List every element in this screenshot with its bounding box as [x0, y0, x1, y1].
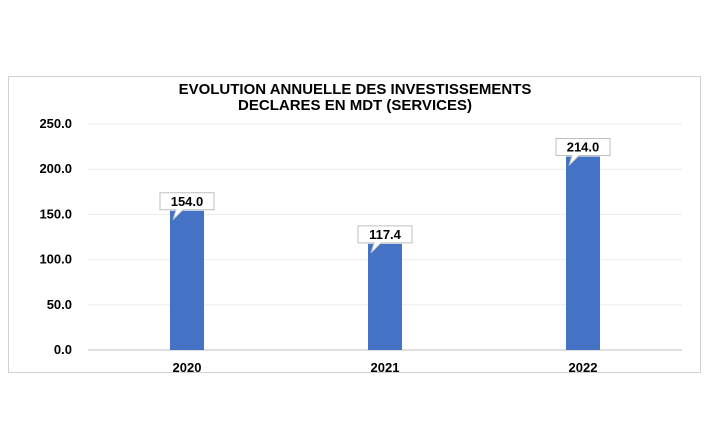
bar-2021 — [368, 243, 402, 350]
x-tick-label: 2020 — [173, 360, 202, 375]
bar-2020 — [170, 210, 204, 350]
y-tick-label: 150.0 — [39, 206, 72, 221]
data-label-box — [357, 225, 413, 254]
y-tick-label: 250.0 — [39, 116, 72, 131]
data-label-callout: 154.0 — [159, 192, 215, 221]
x-tick-label: 2021 — [371, 360, 400, 375]
data-label-box — [555, 138, 611, 166]
chart-title-line-1: EVOLUTION ANNUELLE DES INVESTISSEMENTS — [179, 81, 532, 98]
data-label-box — [159, 192, 215, 221]
y-tick-label: 0.0 — [54, 342, 72, 357]
bar-2022 — [566, 156, 600, 350]
x-tick-label: 2022 — [569, 360, 598, 375]
data-label: 214.0 — [567, 140, 600, 155]
y-tick-label: 200.0 — [39, 161, 72, 176]
chart-title-line-2: DECLARES EN MDT (SERVICES) — [238, 97, 472, 114]
data-label-callout: 117.4 — [357, 225, 413, 254]
y-tick-label: 50.0 — [47, 297, 72, 312]
data-label: 117.4 — [369, 227, 402, 242]
y-tick-label: 100.0 — [39, 252, 72, 267]
data-label: 154.0 — [171, 194, 204, 209]
data-label-callout: 214.0 — [555, 138, 611, 166]
